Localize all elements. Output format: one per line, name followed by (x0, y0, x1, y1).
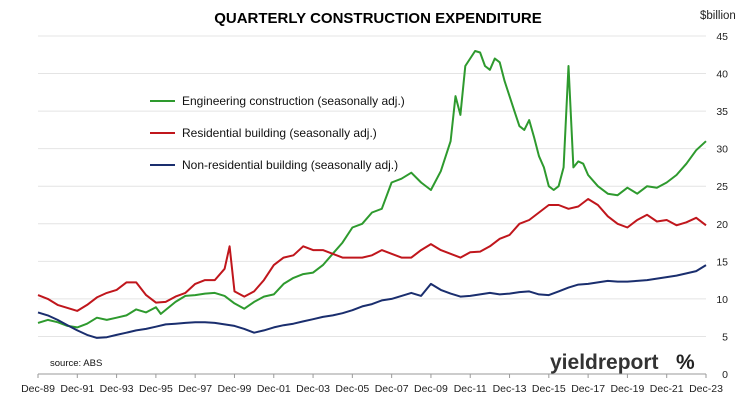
legend: Engineering construction (seasonally adj… (150, 94, 405, 172)
x-tick-label: Dec-93 (100, 383, 134, 395)
y-tick-label: 0 (722, 369, 728, 381)
y-tick-label: 45 (716, 31, 728, 43)
gridlines (38, 35, 706, 337)
x-tick-label: Dec-09 (414, 383, 448, 395)
x-tick-label: Dec-05 (335, 383, 369, 395)
x-tick-label: Dec-21 (650, 383, 684, 395)
x-tick-label: Dec-89 (21, 383, 55, 395)
yieldreport-logo: yieldreport % (550, 351, 695, 374)
x-tick-label: Dec-97 (178, 383, 212, 395)
series-line-1 (37, 50, 707, 329)
y-axis: 0 5 10 15 20 25 30 35 40 45 (716, 31, 728, 381)
legend-label-1: Engineering construction (seasonally adj… (182, 94, 405, 108)
y-tick-label: 10 (716, 294, 728, 306)
x-tick-label: Dec-03 (296, 383, 330, 395)
legend-label-2: Residential building (seasonally adj.) (182, 126, 377, 140)
x-tick-label: Dec-07 (375, 383, 409, 395)
x-tick-label: Dec-11 (454, 383, 487, 395)
logo-percent: % (676, 351, 695, 374)
x-tick-label: Dec-23 (689, 383, 723, 395)
y-tick-label: 25 (716, 181, 728, 193)
y-tick-label: 40 (716, 69, 728, 81)
chart-title: QUARTERLY CONSTRUCTION EXPENDITURE (214, 10, 542, 27)
x-tick-label: Dec-13 (493, 383, 527, 395)
x-axis: Dec-89 Dec-91 Dec-93 Dec-95 Dec-97 Dec-99 Dec-… (21, 373, 723, 395)
x-tick-label: Dec-15 (532, 383, 566, 395)
x-tick-label: Dec-17 (571, 383, 605, 395)
y-tick-label: 30 (716, 144, 728, 156)
y-tick-label: 20 (716, 219, 728, 231)
unit-label: $billion (700, 10, 736, 22)
x-tick-label: Dec-91 (60, 383, 94, 395)
source-note: source: ABS (50, 358, 102, 369)
x-tick-label: Dec-01 (257, 383, 291, 395)
series-lines (37, 50, 707, 339)
series-line-3 (37, 264, 707, 339)
legend-label-3: Non-residential building (seasonally adj… (182, 158, 398, 172)
y-tick-label: 5 (722, 331, 728, 343)
x-tick-label: Dec-99 (218, 383, 252, 395)
logo-text: yieldreport (550, 351, 659, 374)
x-tick-label: Dec-19 (610, 383, 644, 395)
x-tick-label: Dec-95 (139, 383, 173, 395)
y-tick-label: 15 (716, 256, 728, 268)
series-line-2 (37, 198, 707, 312)
y-tick-label: 35 (716, 106, 728, 118)
